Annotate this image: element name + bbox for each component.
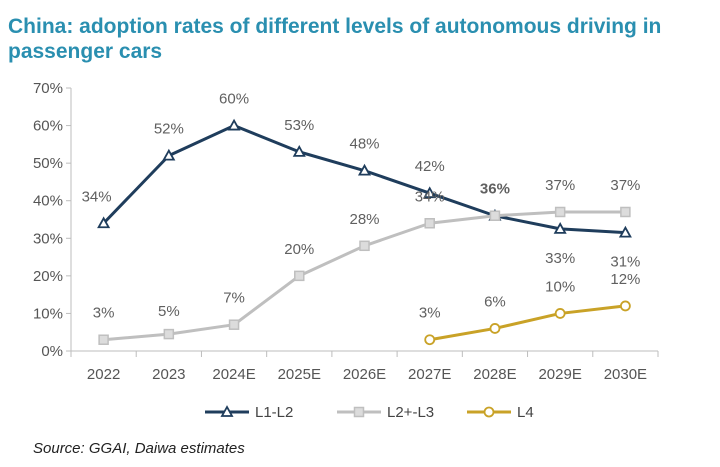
- data-point-marker: [294, 270, 305, 282]
- data-point-marker: [620, 206, 631, 218]
- legend-item: L1-L2: [205, 404, 293, 421]
- data-label: 3%: [93, 305, 115, 322]
- data-point-marker: [357, 163, 372, 176]
- data-point-marker: [618, 225, 632, 238]
- data-point-marker: [163, 328, 175, 340]
- data-label: 60%: [219, 91, 249, 108]
- series-line-l2-l3: [103, 210, 626, 342]
- data-point-marker: [228, 319, 240, 330]
- x-tick-label: 2022: [87, 366, 120, 383]
- data-point-marker: [97, 216, 111, 229]
- data-label: 52%: [154, 121, 184, 138]
- data-label: 34%: [415, 188, 445, 205]
- legend-label: L2+-L3: [387, 404, 434, 421]
- y-tick-label: 70%: [33, 80, 63, 97]
- y-tick-label: 60%: [33, 118, 63, 135]
- y-tick-label: 50%: [33, 155, 63, 172]
- data-label: 12%: [610, 271, 640, 288]
- legend-label: L1-L2: [255, 404, 293, 421]
- data-point-marker: [424, 218, 435, 229]
- y-tick-label: 10%: [33, 305, 63, 322]
- chart-markers: [97, 118, 632, 346]
- data-label: 34%: [82, 188, 112, 205]
- data-point-marker: [98, 334, 109, 345]
- data-label: 53%: [284, 117, 314, 134]
- data-label: 5%: [158, 303, 180, 320]
- chart-data-labels: 34% 52% 60% 53% 48% 42% 36% 33% 31% 3% 5% 7% 20% 28% 3…: [82, 91, 641, 322]
- data-point-marker: [359, 240, 370, 252]
- legend-item: L2+-L3: [337, 404, 434, 421]
- legend-marker: [353, 406, 365, 418]
- source-note: Source: GGAI, Daiwa estimates: [33, 440, 245, 457]
- data-label: 6%: [484, 293, 506, 310]
- legend-item: L4: [467, 404, 534, 421]
- data-label: 48%: [349, 136, 379, 153]
- y-tick-label: 20%: [33, 268, 63, 285]
- chart-series-lines: [102, 124, 626, 342]
- data-point-marker: [554, 308, 566, 319]
- data-point-marker: [553, 222, 567, 234]
- data-label: 37%: [610, 177, 640, 194]
- data-point-marker: [554, 206, 566, 218]
- data-point-marker: [162, 148, 176, 161]
- x-tick-label: 2030E: [604, 366, 647, 383]
- x-tick-label: 2027E: [408, 366, 451, 383]
- x-tick-label: 2024E: [212, 366, 255, 383]
- x-tick-label: 2025E: [278, 366, 321, 383]
- y-tick-label: 30%: [33, 230, 63, 247]
- data-point-marker: [423, 186, 437, 199]
- data-point-marker: [292, 145, 306, 157]
- chart-axes: 0% 10% 20% 30% 40% 50% 60% 70% 2022 2023 2024E 2025…: [33, 80, 659, 383]
- data-label: 36%: [480, 181, 510, 198]
- data-point-marker: [489, 210, 501, 221]
- data-label: 33%: [545, 250, 575, 267]
- data-label: 10%: [545, 278, 575, 295]
- chart-legend: L1-L2 L2+-L3 L4: [205, 404, 534, 421]
- x-tick-label: 2023: [152, 366, 185, 383]
- data-point-marker: [227, 118, 241, 131]
- legend-label: L4: [517, 404, 534, 421]
- legend-marker: [220, 405, 234, 417]
- legend-marker: [483, 406, 495, 418]
- x-tick-label: 2028E: [473, 366, 516, 383]
- data-label: 37%: [545, 177, 575, 194]
- data-label: 31%: [610, 254, 640, 271]
- data-label: 3%: [419, 305, 441, 322]
- x-tick-label: 2026E: [343, 366, 386, 383]
- y-tick-label: 40%: [33, 193, 63, 210]
- data-label: 20%: [284, 241, 314, 258]
- x-tick-label: 2029E: [538, 366, 581, 383]
- y-tick-label: 0%: [41, 343, 63, 360]
- data-label: 7%: [223, 290, 245, 307]
- chart-title: China: adoption rates of different level…: [8, 15, 662, 63]
- data-point-marker: [489, 323, 501, 334]
- data-point-marker: [424, 334, 436, 346]
- data-label: 28%: [349, 211, 379, 228]
- series-line-l4: [429, 304, 626, 342]
- data-point-marker: [619, 300, 631, 312]
- data-label: 42%: [415, 158, 445, 175]
